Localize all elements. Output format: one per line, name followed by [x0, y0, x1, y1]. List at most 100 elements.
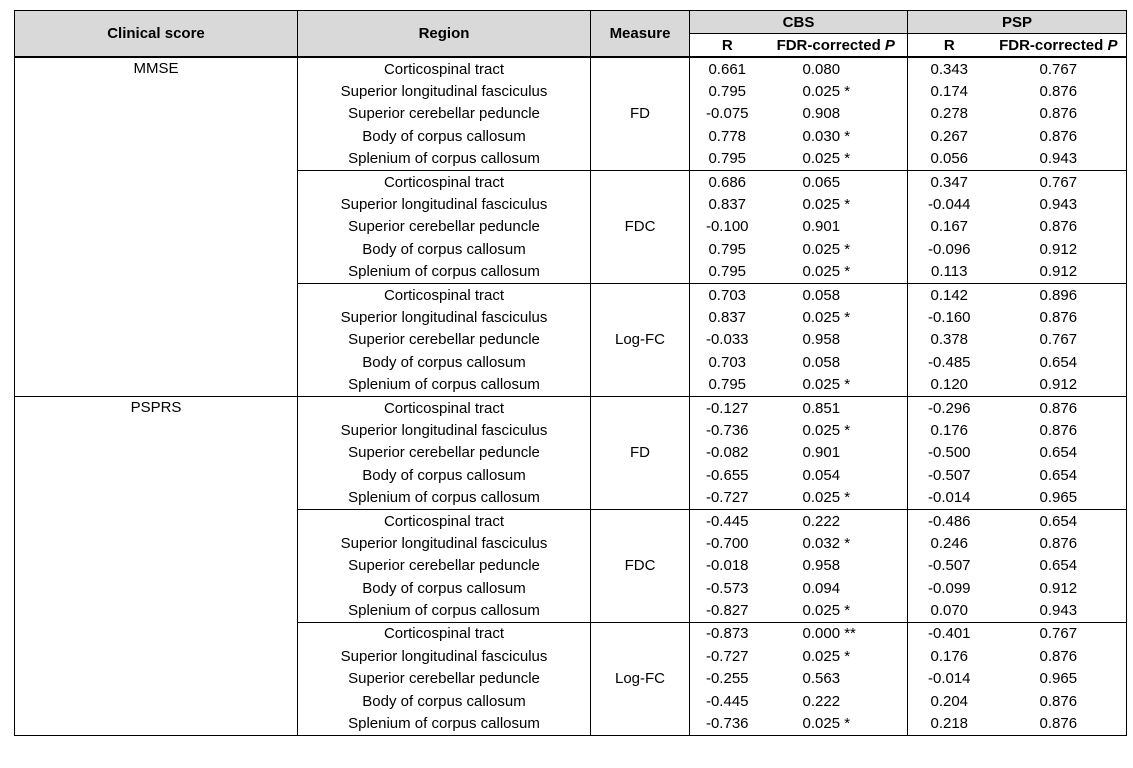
psp-r-cell: -0.160: [907, 306, 991, 329]
cbs-p-cell: 0.222: [764, 508, 908, 533]
psp-r-cell: 0.113: [907, 260, 991, 284]
header-text: FDR-corrected: [999, 36, 1104, 54]
table-row: Superior cerebellar peduncle -0.082 0.901 -…: [15, 441, 1127, 465]
psp-r-cell: -0.486: [907, 508, 991, 533]
cbs-p-cell: 0.058: [764, 282, 908, 307]
cbs-p-cell: 0.080: [802, 60, 841, 78]
psp-p-cell: 0.767: [990, 621, 1127, 646]
table-row: Body of corpus callosum 0.778 0.030 * 0.267…: [15, 125, 1127, 148]
table-row: Superior longitudinal fasciculus 0.795 0.0…: [15, 80, 1127, 103]
cbs-r-cell: -0.873: [689, 621, 765, 646]
psp-r-cell: 0.347: [907, 169, 991, 194]
psp-r-cell: 0.142: [907, 282, 991, 307]
cbs-r-cell: -0.445: [689, 689, 765, 713]
table-row: Splenium of corpus callosum 0.795 0.025 * 0…: [15, 260, 1127, 284]
header-cell: PSP: [907, 10, 1127, 34]
cbs-r-cell: 0.795: [689, 373, 765, 397]
cbs-r-cell: -0.127: [689, 395, 765, 420]
table-row: Corticospinal tract Log-FC -0.873 0.000 ** -…: [15, 621, 1127, 736]
cbs-r-cell: -0.727: [689, 645, 765, 668]
psp-r-cell: 0.174: [907, 80, 991, 103]
psp-p-cell: 0.943: [1039, 602, 1078, 620]
psp-p-cell: 0.876: [1039, 647, 1078, 665]
cbs-r-cell: 0.703: [689, 351, 765, 374]
psp-p-cell: 0.876: [1039, 127, 1078, 145]
cbs-p-cell: 0.025 *: [802, 647, 851, 665]
cbs-r-cell: 0.837: [689, 193, 765, 216]
cbs-r-cell: -0.082: [689, 441, 765, 465]
cbs-r-cell: 0.795: [689, 147, 765, 171]
cbs-p-cell: 0.901: [802, 444, 841, 462]
psp-p-cell: 0.912: [1039, 240, 1078, 258]
table-row: Body of corpus callosum 0.795 0.025 * -0.09…: [15, 238, 1127, 261]
psp-p-cell: 0.943: [1039, 196, 1078, 214]
cbs-p-cell: 0.025 *: [802, 308, 851, 326]
psp-r-cell: 0.120: [907, 373, 991, 397]
cbs-p-cell: 0.032 *: [802, 534, 851, 552]
header-cell: R: [907, 33, 991, 58]
region-cell: Body of corpus callosum: [297, 351, 591, 374]
region-cell: Body of corpus callosum: [297, 238, 591, 261]
region-cell: Superior longitudinal fasciculus: [297, 645, 591, 668]
table-row: Body of corpus callosum -0.445 0.222 0.204 0…: [15, 689, 1127, 713]
psp-p-cell: 0.896: [990, 282, 1127, 307]
region-cell: Body of corpus callosum: [297, 125, 591, 148]
psp-r-cell: 0.056: [907, 147, 991, 171]
psp-r-cell: 0.267: [907, 125, 991, 148]
psp-r-cell: -0.296: [907, 395, 991, 420]
region-cell: Splenium of corpus callosum: [297, 373, 591, 397]
region-cell: Body of corpus callosum: [297, 464, 591, 487]
cbs-p-cell: 0.025 *: [802, 263, 851, 281]
measure-cell: Log-FC: [590, 621, 690, 736]
psp-r-cell: 0.167: [907, 215, 991, 239]
clinical-score-cell: MMSE: [133, 60, 179, 77]
cbs-p-cell: 0.563: [802, 670, 841, 688]
cbs-p-cell: 0.025 *: [802, 602, 851, 620]
table-row: Superior cerebellar peduncle -0.255 0.563 -…: [15, 667, 1127, 690]
table-row: PSPRS Corticospinal tract FD -0.127 0.851 -0.…: [14, 395, 1127, 736]
header-cell: Region: [297, 10, 591, 58]
cbs-r-cell: 0.795: [689, 238, 765, 261]
psp-p-cell: 0.876: [1039, 105, 1078, 123]
psp-p-cell: 0.767: [1039, 331, 1078, 349]
cbs-p-cell: 0.908: [802, 105, 841, 123]
psp-r-cell: -0.096: [907, 238, 991, 261]
psp-r-cell: -0.500: [907, 441, 991, 465]
cbs-p-cell: 0.000 **: [764, 621, 908, 646]
region-cell: Superior cerebellar peduncle: [297, 667, 591, 690]
region-cell: Splenium of corpus callosum: [297, 260, 591, 284]
region-cell: Superior longitudinal fasciculus: [297, 306, 591, 329]
table-row: Splenium of corpus callosum -0.736 0.025 *…: [15, 712, 1127, 736]
cbs-r-cell: 0.795: [689, 260, 765, 284]
cbs-r-cell: -0.573: [689, 576, 765, 600]
cbs-r-cell: -0.736: [689, 419, 765, 442]
psp-p-cell: 0.654: [1039, 353, 1078, 371]
results-table: Clinical score Region Measure CBS PSP R …: [14, 10, 1128, 736]
psp-p-cell: 0.876: [1039, 715, 1078, 733]
region-cell: Superior longitudinal fasciculus: [297, 80, 591, 103]
table-row: Superior longitudinal fasciculus -0.727 0.…: [15, 645, 1127, 668]
psp-p-cell: 0.654: [1039, 444, 1078, 462]
cbs-p-cell: 0.851: [764, 395, 908, 420]
psp-r-cell: -0.044: [907, 193, 991, 216]
region-cell: Superior cerebellar peduncle: [297, 554, 591, 577]
region-cell: Corticospinal tract: [297, 508, 591, 533]
region-cell: Body of corpus callosum: [297, 576, 591, 600]
table-row: Splenium of corpus callosum -0.727 0.025 *…: [15, 486, 1127, 510]
cbs-r-cell: -0.700: [689, 532, 765, 555]
cbs-p-cell: 0.030 *: [802, 127, 851, 145]
table-row: Corticospinal tract FDC 0.686 0.065 0.347 0.7…: [15, 169, 1127, 284]
table-row: Superior longitudinal fasciculus -0.700 0.…: [15, 532, 1127, 555]
table-row: Superior cerebellar peduncle -0.075 0.908 0…: [15, 102, 1127, 126]
cbs-r-cell: -0.075: [689, 102, 765, 126]
cbs-r-cell: -0.033: [689, 328, 765, 352]
table-row: Superior longitudinal fasciculus 0.837 0.0…: [15, 193, 1127, 216]
cbs-p-cell: 0.025 *: [802, 196, 851, 214]
table-row: Corticospinal tract FDC -0.445 0.222 -0.486 0…: [15, 508, 1127, 623]
table-row: Splenium of corpus callosum 0.795 0.025 * 0…: [15, 147, 1127, 171]
region-cell: Superior longitudinal fasciculus: [297, 193, 591, 216]
region-cell: Splenium of corpus callosum: [297, 147, 591, 171]
psp-r-cell: -0.401: [907, 621, 991, 646]
psp-p-cell: 0.965: [1039, 670, 1078, 688]
